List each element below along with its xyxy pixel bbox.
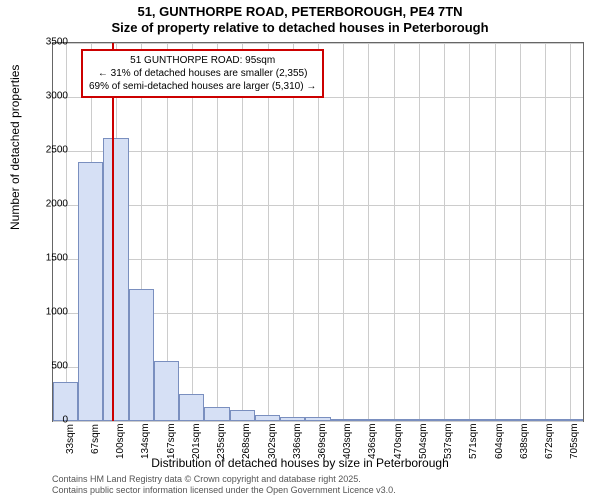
chart-title-main: 51, GUNTHORPE ROAD, PETERBOROUGH, PE4 7T… xyxy=(0,4,600,19)
x-tick-label: 268sqm xyxy=(241,424,252,459)
chart-container: 51, GUNTHORPE ROAD, PETERBOROUGH, PE4 7T… xyxy=(0,0,600,500)
gridline-v xyxy=(495,43,496,421)
x-tick-label: 638sqm xyxy=(519,424,530,459)
histogram-bar xyxy=(482,419,507,421)
x-tick-label: 67sqm xyxy=(90,424,101,459)
x-tick-label: 672sqm xyxy=(544,424,555,459)
y-tick-label: 3500 xyxy=(28,37,68,48)
y-tick-label: 500 xyxy=(28,361,68,372)
gridline-h xyxy=(53,421,583,422)
annotation-line2: ← 31% of detached houses are smaller (2,… xyxy=(89,67,316,80)
property-marker-line xyxy=(112,43,114,421)
gridline-v xyxy=(268,43,269,421)
gridline-v xyxy=(545,43,546,421)
histogram-bar xyxy=(103,138,128,421)
annotation-line3: 69% of semi-detached houses are larger (… xyxy=(89,80,316,93)
gridline-v xyxy=(293,43,294,421)
gridline-v xyxy=(217,43,218,421)
y-tick-label: 0 xyxy=(28,415,68,426)
histogram-bar xyxy=(280,417,305,421)
x-tick-label: 167sqm xyxy=(166,424,177,459)
annotation-line1: 51 GUNTHORPE ROAD: 95sqm xyxy=(89,54,316,67)
x-tick-label: 537sqm xyxy=(443,424,454,459)
gridline-v xyxy=(368,43,369,421)
y-tick-label: 2000 xyxy=(28,199,68,210)
histogram-bar xyxy=(533,419,558,421)
x-tick-label: 33sqm xyxy=(65,424,76,459)
y-tick-label: 1000 xyxy=(28,307,68,318)
histogram-bar xyxy=(129,289,154,421)
gridline-v xyxy=(192,43,193,421)
histogram-bar xyxy=(331,419,356,421)
footer-copyright-2: Contains public sector information licen… xyxy=(52,485,396,495)
histogram-bar xyxy=(78,162,103,421)
x-tick-label: 436sqm xyxy=(367,424,378,459)
x-tick-label: 705sqm xyxy=(569,424,580,459)
histogram-bar xyxy=(406,419,431,421)
x-tick-label: 504sqm xyxy=(418,424,429,459)
histogram-bar xyxy=(204,407,229,421)
histogram-bar xyxy=(305,417,330,421)
histogram-bar xyxy=(558,419,583,421)
x-tick-label: 201sqm xyxy=(191,424,202,459)
chart-title-sub: Size of property relative to detached ho… xyxy=(0,20,600,35)
histogram-bar xyxy=(179,394,204,421)
y-tick-label: 3000 xyxy=(28,91,68,102)
gridline-v xyxy=(570,43,571,421)
x-tick-label: 571sqm xyxy=(468,424,479,459)
x-tick-label: 100sqm xyxy=(115,424,126,459)
histogram-bar xyxy=(381,419,406,421)
x-tick-label: 604sqm xyxy=(494,424,505,459)
x-tick-label: 470sqm xyxy=(393,424,404,459)
gridline-v xyxy=(242,43,243,421)
y-tick-label: 1500 xyxy=(28,253,68,264)
y-tick-label: 2500 xyxy=(28,145,68,156)
gridline-v xyxy=(469,43,470,421)
histogram-bar xyxy=(154,361,179,421)
gridline-v xyxy=(444,43,445,421)
gridline-v xyxy=(520,43,521,421)
y-axis-label: Number of detached properties xyxy=(8,65,22,230)
histogram-bar xyxy=(356,419,381,421)
x-tick-label: 302sqm xyxy=(267,424,278,459)
x-tick-label: 235sqm xyxy=(216,424,227,459)
x-tick-label: 134sqm xyxy=(140,424,151,459)
gridline-v xyxy=(419,43,420,421)
histogram-bar xyxy=(255,415,280,421)
footer-copyright-1: Contains HM Land Registry data © Crown c… xyxy=(52,474,361,484)
histogram-bar xyxy=(432,419,457,421)
x-tick-label: 369sqm xyxy=(317,424,328,459)
x-tick-label: 336sqm xyxy=(292,424,303,459)
gridline-v xyxy=(394,43,395,421)
annotation-box: 51 GUNTHORPE ROAD: 95sqm ← 31% of detach… xyxy=(81,49,324,98)
plot-area: 51 GUNTHORPE ROAD: 95sqm ← 31% of detach… xyxy=(52,42,584,422)
histogram-bar xyxy=(507,419,532,421)
histogram-bar xyxy=(457,419,482,421)
x-tick-label: 403sqm xyxy=(342,424,353,459)
histogram-bar xyxy=(230,410,255,421)
gridline-v xyxy=(318,43,319,421)
gridline-v xyxy=(343,43,344,421)
